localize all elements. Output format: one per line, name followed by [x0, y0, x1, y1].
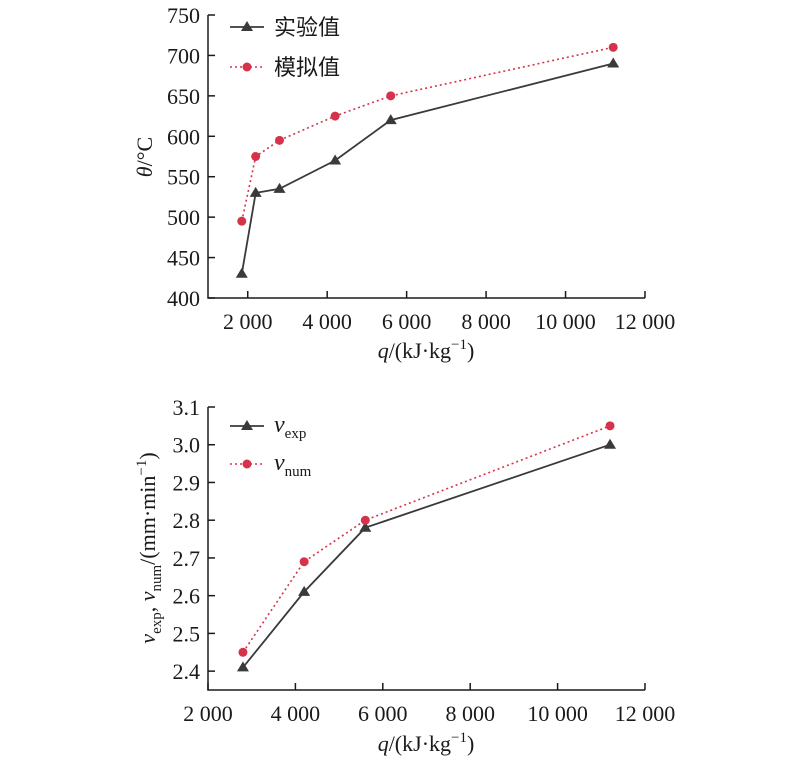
x-label-close: ) — [467, 338, 474, 363]
chart-temperature-y-ticks: 400 450 500 550 600 650 700 750 — [167, 3, 215, 311]
x2-label-unit: /(kJ·kg — [389, 731, 451, 756]
y-label-unit: /°C — [132, 137, 157, 167]
chart-temperature-series — [235, 42, 620, 278]
x2-label-close: ) — [467, 731, 474, 756]
y-tick-label: 2.6 — [173, 584, 201, 609]
x-tick-label: 8 000 — [461, 309, 511, 334]
legend-vnum-sub: num — [285, 464, 312, 480]
y-tick-label: 2.5 — [173, 621, 201, 646]
chart-velocity-legend: vexp vnum — [230, 412, 312, 480]
y-label-var: θ — [132, 166, 157, 177]
y-tick-label: 2.4 — [173, 659, 201, 684]
series-exp-point — [329, 154, 342, 165]
y-tick-label: 700 — [167, 43, 200, 68]
legend-vnum-marker — [242, 459, 252, 469]
series-num-point — [608, 42, 618, 52]
legend-exp-label: 实验值 — [274, 16, 340, 41]
y-tick-label: 2.8 — [173, 508, 201, 533]
y2-label-sep: , — [135, 601, 160, 612]
y-tick-label: 550 — [167, 165, 200, 190]
y2-label-sup: −1 — [134, 460, 150, 476]
x-tick-label: 10 000 — [535, 309, 596, 334]
chart-velocity: 2 000 4 000 6 000 8 000 10 000 12 000 2.42.52… — [134, 395, 675, 756]
y-tick-label: 400 — [167, 286, 200, 311]
series-exp-line — [242, 443, 611, 668]
series-num-point — [275, 135, 285, 145]
chart-temperature-legend: 实验值 模拟值 — [230, 16, 340, 81]
chart-velocity-x-label: q/(kJ·kg−1) — [378, 730, 475, 756]
y-tick-label: 450 — [167, 246, 200, 271]
series-exp-point — [236, 661, 249, 672]
series-num-point — [386, 91, 396, 101]
series-num-line — [241, 46, 614, 222]
series-exp-point — [604, 438, 617, 449]
x-tick-label: 6 000 — [358, 701, 408, 726]
y-tick-label: 600 — [167, 124, 200, 149]
series-num-point — [605, 421, 615, 431]
legend-num-label: 模拟值 — [274, 56, 340, 81]
y-tick-label: 2.7 — [173, 546, 201, 571]
chart-temperature-x-label: q/(kJ·kg−1) — [378, 337, 475, 363]
x-tick-label: 12 000 — [615, 309, 676, 334]
y-tick-label: 750 — [167, 3, 200, 28]
series-num-line — [242, 425, 611, 653]
x-label-sup: −1 — [451, 337, 467, 353]
series-exp-point — [249, 186, 262, 197]
series-exp-point — [384, 114, 397, 125]
chart-temperature-plot-area: 2 000 4 000 6 000 8 000 10 000 12 000 400 450 5… — [167, 3, 675, 334]
chart-temperature-x-ticks: 2 000 4 000 6 000 8 000 10 000 12 000 — [223, 291, 675, 334]
chart-temperature-y-label: θ/°C — [132, 137, 157, 177]
chart-velocity-series — [236, 421, 617, 672]
x-label-var: q — [378, 338, 389, 363]
legend-vnum-label: vnum — [274, 450, 312, 480]
x-tick-label: 2 000 — [223, 309, 273, 334]
x-tick-label: 2 000 — [183, 701, 233, 726]
series-num-point — [299, 557, 309, 567]
legend-vexp-label: vexp — [274, 412, 306, 442]
chart-velocity-plot-area: 2 000 4 000 6 000 8 000 10 000 12 000 2.42.52… — [173, 395, 676, 726]
x-label-unit: /(kJ·kg — [389, 338, 451, 363]
series-num-point — [238, 647, 248, 657]
legend-vexp-sub: exp — [285, 426, 307, 442]
chart-velocity-x-ticks: 2 000 4 000 6 000 8 000 10 000 12 000 — [183, 683, 675, 726]
series-exp-point — [273, 182, 286, 193]
series-exp-point — [607, 57, 620, 68]
x2-label-sup: −1 — [451, 730, 467, 746]
x-tick-label: 12 000 — [615, 701, 676, 726]
chart-velocity-y-ticks: 2.4 2.5 2.6 2.7 2.8 2.9 3.0 3.1 — [173, 395, 215, 684]
y2-label-close: ) — [135, 452, 160, 459]
y-tick-label: 650 — [167, 84, 200, 109]
y-tick-label: 3.1 — [173, 395, 201, 420]
legend-num-marker — [242, 62, 252, 72]
series-exp-point — [235, 267, 248, 278]
legend-vnum-var: v — [274, 450, 285, 476]
series-num-point — [237, 216, 247, 226]
x-tick-label: 6 000 — [382, 309, 432, 334]
legend-exp-marker — [241, 21, 253, 31]
x-tick-label: 8 000 — [445, 701, 495, 726]
chart-velocity-y-label: vexp, vnum/(mm·min−1) — [134, 452, 165, 643]
y2-label-unit: /(mm·min — [135, 476, 160, 565]
y2-label-sub1: exp — [149, 612, 165, 634]
x-tick-label: 4 000 — [271, 701, 321, 726]
series-exp-line — [240, 62, 614, 274]
series-num-point — [330, 111, 340, 121]
y2-label-sub2: num — [149, 564, 165, 591]
series-exp-point — [298, 585, 311, 596]
legend-vexp-var: v — [274, 412, 285, 438]
series-num-point — [360, 515, 370, 525]
y-tick-label: 500 — [167, 205, 200, 230]
series-num-point — [251, 152, 261, 161]
series-exp-point — [359, 521, 372, 532]
y-tick-label: 2.9 — [173, 470, 201, 495]
x2-label-var: q — [378, 731, 389, 756]
x-tick-label: 4 000 — [302, 309, 352, 334]
y-tick-label: 3.0 — [173, 433, 201, 458]
x-tick-label: 10 000 — [527, 701, 588, 726]
y2-label-v2: v — [135, 591, 160, 601]
y2-label-v1: v — [135, 634, 160, 644]
legend-vexp-marker — [241, 420, 253, 430]
chart-temperature: 2 000 4 000 6 000 8 000 10 000 12 000 400 450 5… — [132, 3, 675, 363]
